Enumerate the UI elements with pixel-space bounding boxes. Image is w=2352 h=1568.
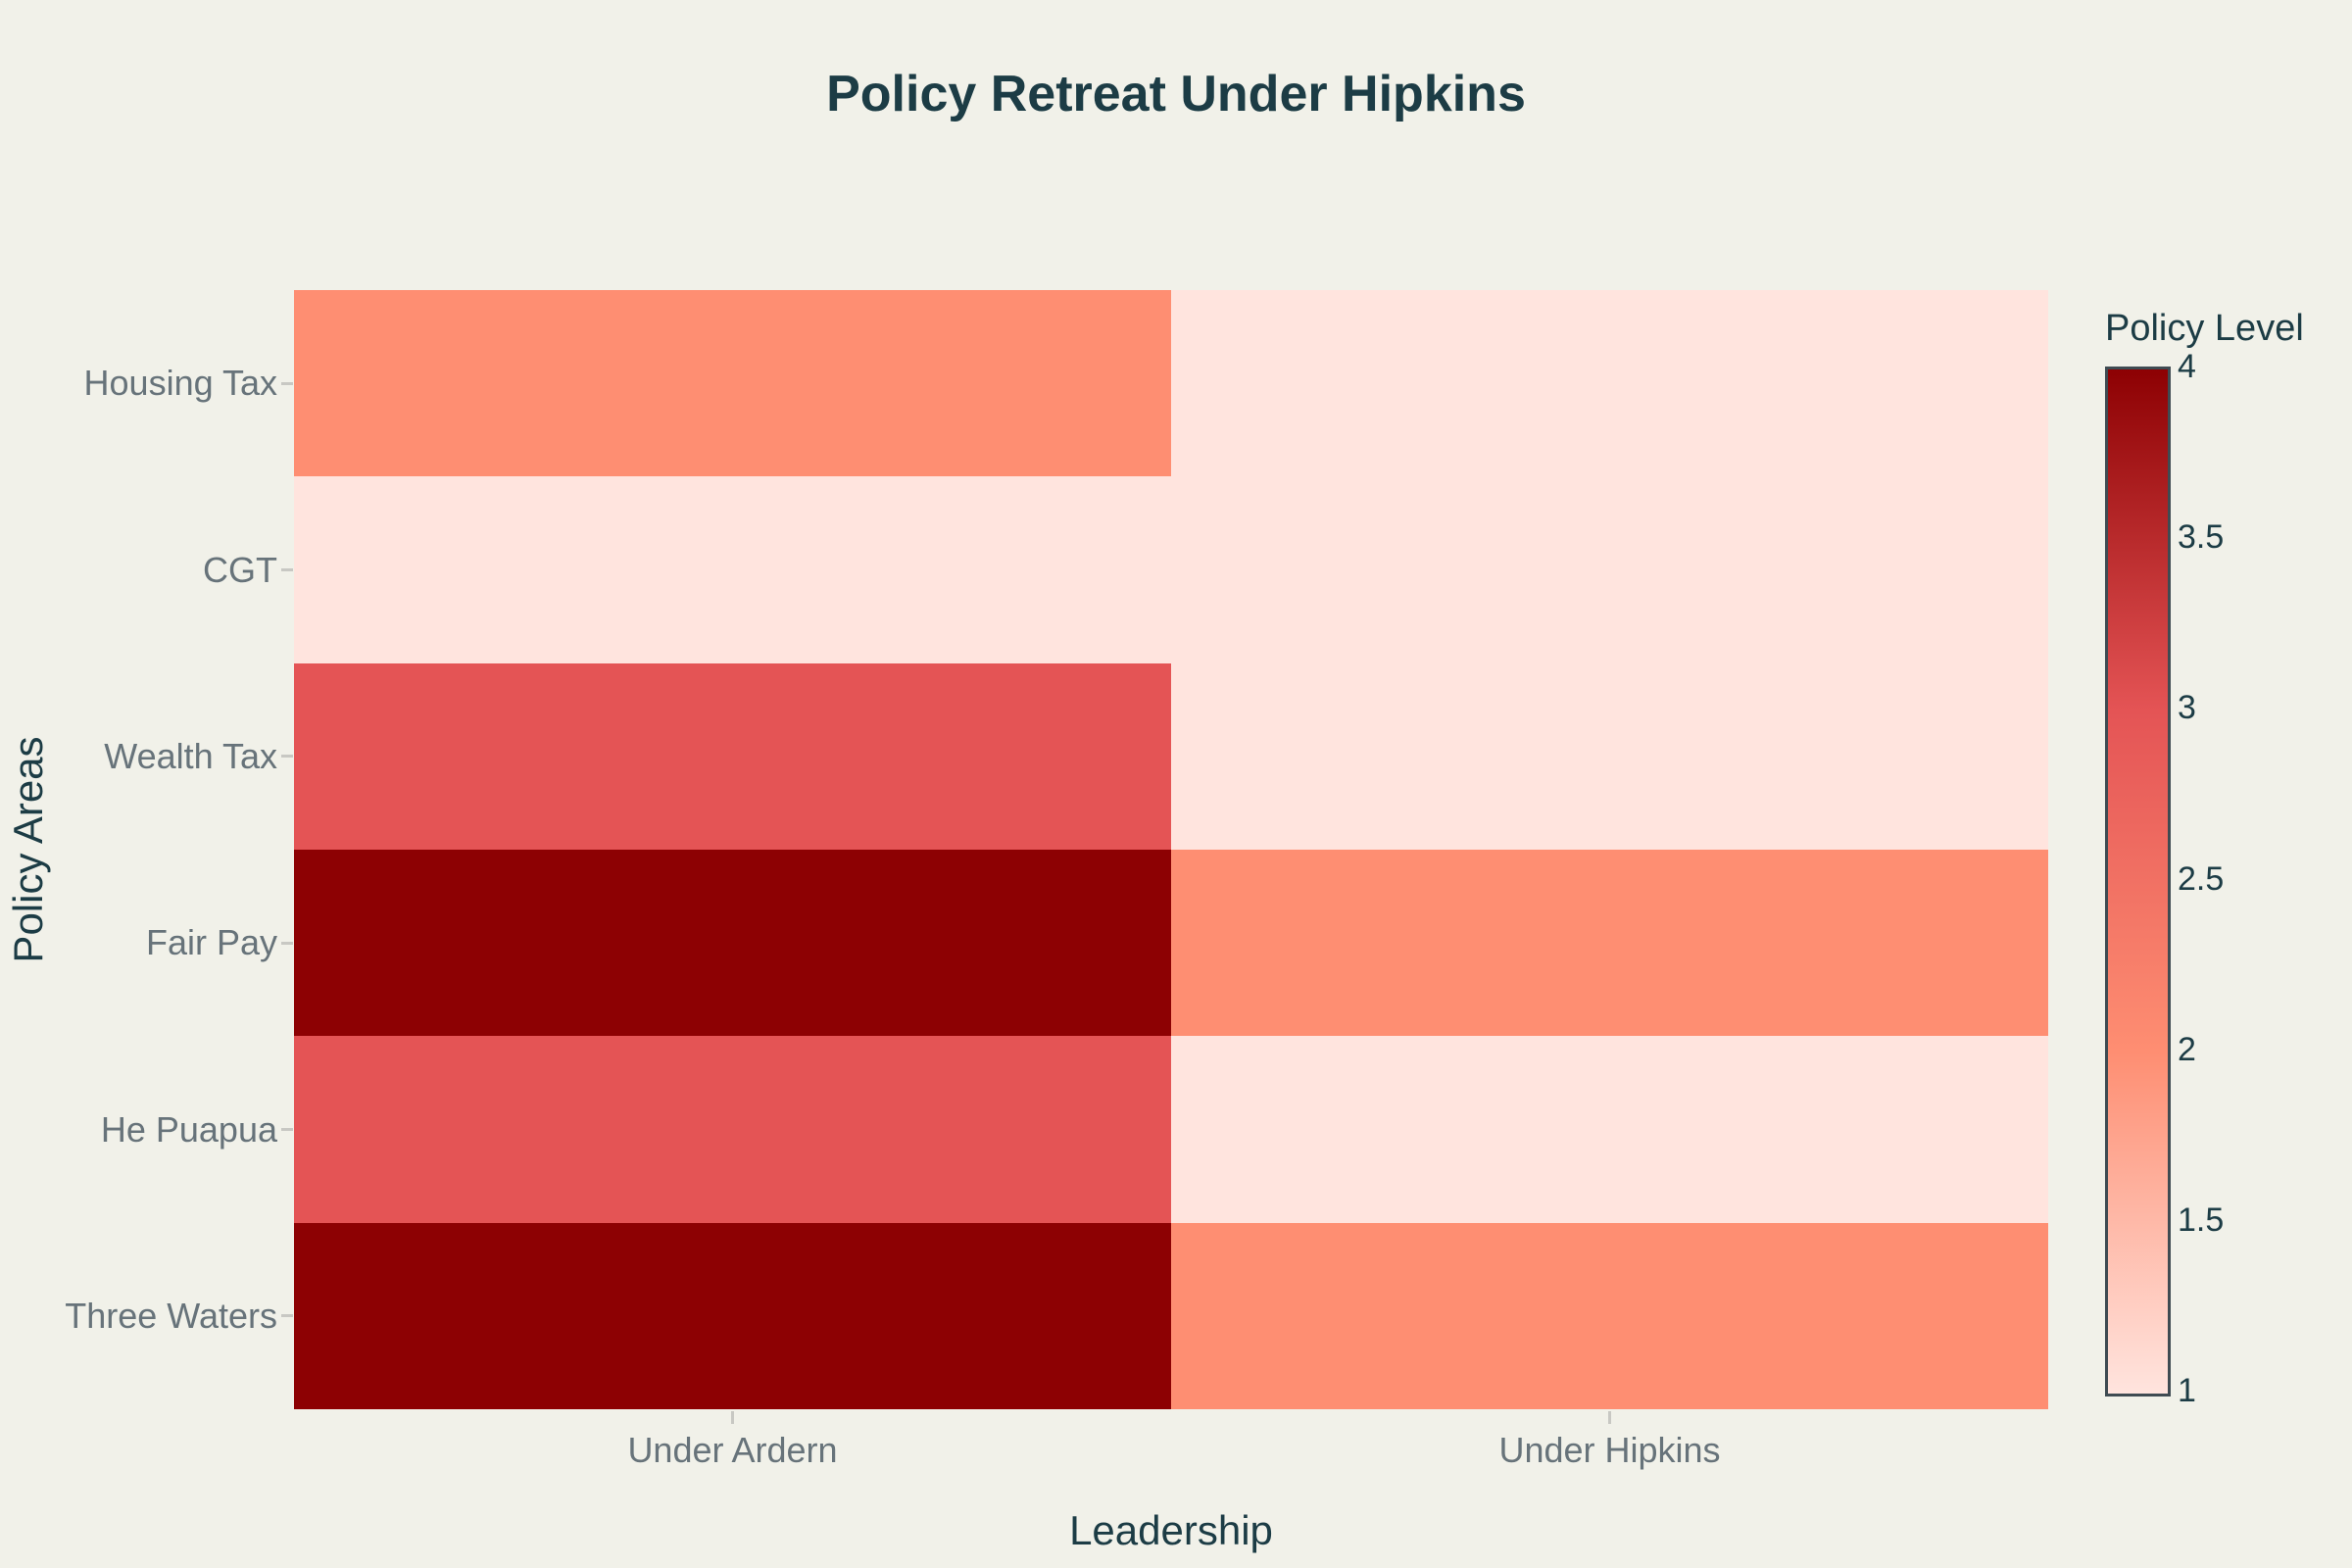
heatmap-cell[interactable] bbox=[1171, 290, 2048, 477]
x-tick-label: Under Ardern bbox=[627, 1430, 838, 1470]
chart-title: Policy Retreat Under Hipkins bbox=[826, 66, 1526, 122]
y-tick-mark bbox=[281, 381, 293, 385]
colorbar-tick-label: 2 bbox=[2178, 1030, 2196, 1068]
heatmap-cell[interactable] bbox=[294, 476, 1171, 663]
y-tick-mark bbox=[281, 568, 293, 571]
heatmap-cell[interactable] bbox=[294, 1222, 1171, 1409]
y-tick-mark bbox=[281, 1128, 293, 1131]
colorbar-title: Policy Level bbox=[2105, 308, 2304, 349]
y-tick-label: Three Waters bbox=[65, 1295, 277, 1336]
heatmap-cell[interactable] bbox=[1171, 662, 2048, 850]
heatmap-cell[interactable] bbox=[1171, 1036, 2048, 1223]
heatmap-cell[interactable] bbox=[294, 849, 1171, 1037]
heatmap-plot-area bbox=[294, 290, 2048, 1409]
y-tick-label: Wealth Tax bbox=[104, 735, 277, 776]
y-tick-mark bbox=[281, 755, 293, 759]
y-tick-label: He Puapua bbox=[100, 1108, 277, 1150]
colorbar-tick-label: 1 bbox=[2178, 1372, 2196, 1409]
y-tick-label: Fair Pay bbox=[145, 922, 277, 963]
y-tick-label: Housing Tax bbox=[83, 363, 277, 404]
x-tick-mark bbox=[731, 1411, 734, 1424]
colorbar-tick-label: 2.5 bbox=[2178, 859, 2225, 898]
colorbar-tick-label: 1.5 bbox=[2178, 1200, 2225, 1239]
colorbar-tick-label: 4 bbox=[2178, 348, 2196, 385]
heatmap-cell[interactable] bbox=[294, 290, 1171, 477]
colorbar-gradient bbox=[2105, 367, 2171, 1396]
y-tick-mark bbox=[281, 1314, 293, 1318]
y-tick-mark bbox=[281, 941, 293, 945]
y-axis-title: Policy Areas bbox=[5, 736, 51, 963]
heatmap-cell[interactable] bbox=[294, 1036, 1171, 1223]
heatmap-cell[interactable] bbox=[294, 662, 1171, 850]
colorbar-tick-label: 3.5 bbox=[2178, 518, 2225, 557]
heatmap-cell[interactable] bbox=[1171, 849, 2048, 1037]
heatmap-cell[interactable] bbox=[1171, 1222, 2048, 1409]
colorbar-tick-label: 3 bbox=[2178, 689, 2196, 727]
heatmap-cell[interactable] bbox=[1171, 476, 2048, 663]
y-tick-label: CGT bbox=[203, 549, 277, 590]
x-tick-label: Under Hipkins bbox=[1498, 1430, 1721, 1470]
x-tick-mark bbox=[1608, 1411, 1611, 1424]
x-axis-title: Leadership bbox=[1069, 1507, 1273, 1553]
